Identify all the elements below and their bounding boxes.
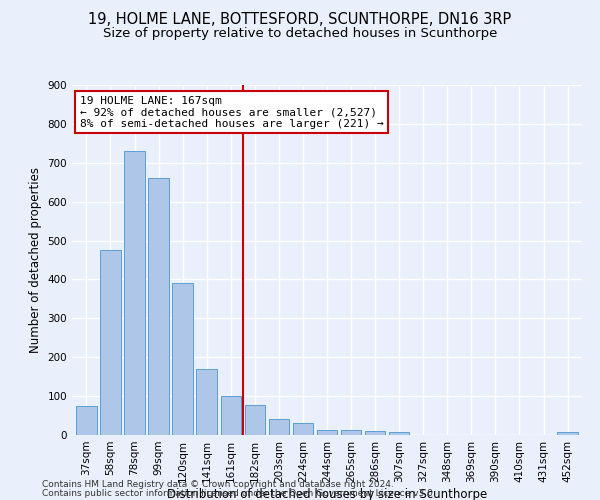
Bar	[148, 178, 169, 435]
Bar	[557, 432, 578, 435]
Bar	[76, 406, 97, 435]
X-axis label: Distribution of detached houses by size in Scunthorpe: Distribution of detached houses by size …	[167, 488, 487, 500]
Bar	[100, 250, 121, 435]
Bar	[124, 151, 145, 435]
Bar	[172, 284, 193, 435]
Text: 19 HOLME LANE: 167sqm
← 92% of detached houses are smaller (2,527)
8% of semi-de: 19 HOLME LANE: 167sqm ← 92% of detached …	[80, 96, 383, 128]
Bar	[269, 418, 289, 435]
Bar	[341, 430, 361, 435]
Text: Size of property relative to detached houses in Scunthorpe: Size of property relative to detached ho…	[103, 28, 497, 40]
Bar	[389, 432, 409, 435]
Text: Contains public sector information licensed under the Open Government Licence v3: Contains public sector information licen…	[42, 490, 436, 498]
Bar	[317, 430, 337, 435]
Y-axis label: Number of detached properties: Number of detached properties	[29, 167, 42, 353]
Bar	[245, 404, 265, 435]
Bar	[365, 431, 385, 435]
Text: Contains HM Land Registry data © Crown copyright and database right 2024.: Contains HM Land Registry data © Crown c…	[42, 480, 394, 489]
Bar	[221, 396, 241, 435]
Bar	[293, 424, 313, 435]
Bar	[196, 369, 217, 435]
Text: 19, HOLME LANE, BOTTESFORD, SCUNTHORPE, DN16 3RP: 19, HOLME LANE, BOTTESFORD, SCUNTHORPE, …	[88, 12, 512, 28]
